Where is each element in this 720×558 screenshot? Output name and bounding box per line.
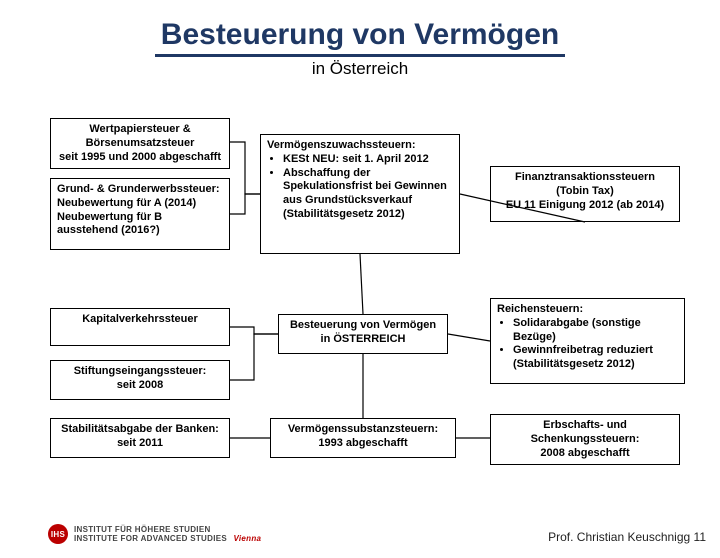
- org-accent: Vienna: [234, 534, 262, 543]
- box-line: Kapitalverkehrssteuer: [57, 313, 223, 327]
- diagram-box: Stiftungseingangssteuer:seit 2008: [50, 360, 230, 400]
- box-line: (Tobin Tax): [497, 185, 673, 199]
- box-line: 2008 abgeschafft: [497, 447, 673, 461]
- box-heading: Reichensteuern:: [497, 303, 678, 317]
- box-line: Stiftungseingangssteuer:: [57, 365, 223, 379]
- box-line: seit 2008: [57, 379, 223, 393]
- footer-credit: Prof. Christian Keuschnigg 11: [548, 530, 706, 544]
- connector-line: [360, 254, 363, 314]
- diagram-box: Grund- & Grunderwerbssteuer:Neubewertung…: [50, 178, 230, 250]
- box-line: EU 11 Einigung 2012 (ab 2014): [497, 199, 673, 213]
- box-line: seit 1995 und 2000 abgeschafft: [57, 151, 223, 165]
- diagram-box: Kapitalverkehrssteuer: [50, 308, 230, 346]
- bullet-item: Solidarabgabe (sonstige Bezüge): [513, 317, 678, 345]
- org-line-2: INSTITUTE FOR ADVANCED STUDIES: [74, 534, 227, 543]
- diagram-box: Besteuerung von Vermögenin ÖSTERREICH: [278, 314, 448, 354]
- connector-line: [230, 334, 278, 380]
- box-line: Vermögenssubstanzsteuern:: [277, 423, 449, 437]
- connector-line: [448, 334, 490, 341]
- box-line: seit 2011: [57, 437, 223, 451]
- diagram-box: Vermögenszuwachssteuern:KESt NEU: seit 1…: [260, 134, 460, 254]
- diagram-box: Vermögenssubstanzsteuern:1993 abgeschaff…: [270, 418, 456, 458]
- box-bullets: KESt NEU: seit 1. April 2012Abschaffung …: [267, 153, 453, 222]
- diagram-box: Finanztransaktionssteuern(Tobin Tax)EU 1…: [490, 166, 680, 222]
- org-lines: INSTITUT FÜR HÖHERE STUDIEN INSTITUTE FO…: [74, 525, 261, 543]
- box-line: Finanztransaktionssteuern: [497, 171, 673, 185]
- box-line: Neubewertung für A (2014): [57, 197, 223, 211]
- diagram-box: Erbschafts- und Schenkungssteuern:2008 a…: [490, 414, 680, 465]
- diagram-canvas: Wertpapiersteuer & Börsenumsatzsteuersei…: [0, 18, 720, 558]
- box-line: Stabilitätsabgabe der Banken:: [57, 423, 223, 437]
- box-heading: Vermögenszuwachssteuern:: [267, 139, 453, 153]
- box-line: 1993 abgeschafft: [277, 437, 449, 451]
- logo-icon: IHS: [48, 524, 68, 544]
- box-line: Wertpapiersteuer & Börsenumsatzsteuer: [57, 123, 223, 151]
- diagram-box: Reichensteuern:Solidarabgabe (sonstige B…: [490, 298, 685, 384]
- box-bullets: Solidarabgabe (sonstige Bezüge)Gewinnfre…: [497, 317, 678, 372]
- diagram-box: Stabilitätsabgabe der Banken:seit 2011: [50, 418, 230, 458]
- box-line: in ÖSTERREICH: [285, 333, 441, 347]
- box-line: Neubewertung für B ausstehend (2016?): [57, 211, 223, 239]
- bullet-item: Gewinnfreibetrag reduziert (Stabilitätsg…: [513, 344, 678, 372]
- box-line: Besteuerung von Vermögen: [285, 319, 441, 333]
- connector-layer: [0, 18, 720, 558]
- box-line: Erbschafts- und Schenkungssteuern:: [497, 419, 673, 447]
- org-line-1: INSTITUT FÜR HÖHERE STUDIEN: [74, 525, 261, 534]
- connector-line: [230, 327, 278, 334]
- diagram-box: Wertpapiersteuer & Börsenumsatzsteuersei…: [50, 118, 230, 169]
- bullet-item: Abschaffung der Spekulationsfrist bei Ge…: [283, 167, 453, 222]
- connector-line: [230, 194, 260, 214]
- footer-logo: IHS INSTITUT FÜR HÖHERE STUDIEN INSTITUT…: [48, 524, 261, 544]
- box-line: Grund- & Grunderwerbssteuer:: [57, 183, 223, 197]
- connector-line: [230, 142, 260, 194]
- bullet-item: KESt NEU: seit 1. April 2012: [283, 153, 453, 167]
